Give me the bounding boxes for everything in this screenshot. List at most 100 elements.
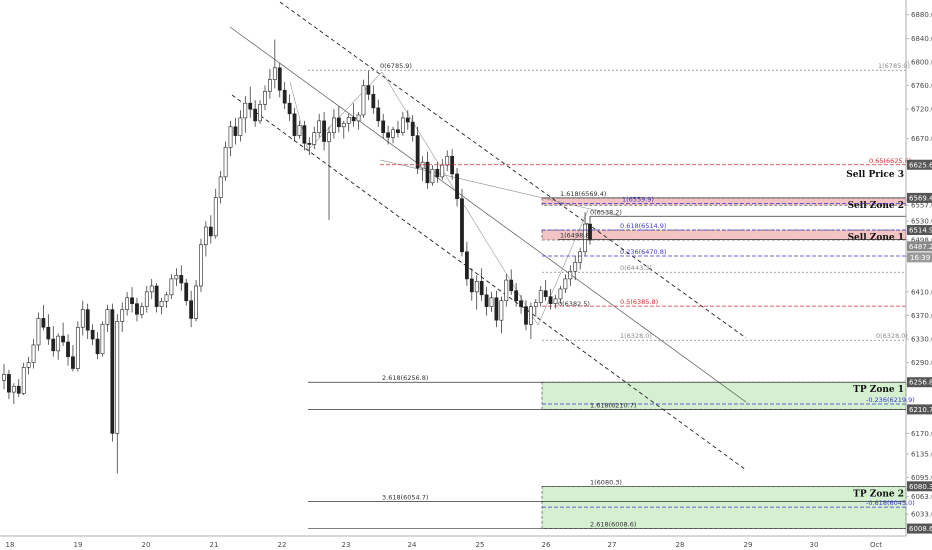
candle — [405, 110, 410, 130]
candle — [243, 96, 248, 133]
candle-body — [440, 164, 445, 178]
candle-body — [253, 108, 258, 122]
candle — [445, 150, 450, 172]
candle — [474, 275, 479, 310]
candle-body — [66, 341, 70, 358]
candle — [105, 304, 110, 332]
candle — [499, 296, 504, 334]
x-tick-label: 25 — [476, 541, 485, 549]
candle — [464, 241, 469, 286]
candle — [228, 120, 233, 157]
candle — [494, 290, 499, 328]
x-tick-label: 30 — [810, 541, 819, 549]
candle-body — [277, 67, 282, 91]
candle — [400, 112, 405, 136]
x-tick-label: 18 — [6, 541, 15, 549]
candle — [509, 269, 514, 295]
fib-label: 0(6443.3) — [620, 264, 652, 272]
candle — [489, 291, 494, 312]
y-tick-label: 6170.0 — [911, 430, 932, 438]
price-badge — [907, 241, 932, 252]
fib-label: 0(6382.5) — [558, 300, 590, 308]
candle-body — [519, 300, 523, 307]
candle — [327, 126, 331, 220]
candle-body — [36, 318, 41, 346]
candle — [41, 304, 46, 331]
candle-body — [312, 132, 317, 145]
candle-body — [223, 147, 228, 178]
y-tick-label: 6557.0 — [911, 202, 932, 210]
candle — [159, 297, 164, 315]
fib-label: 0(6785.9) — [380, 62, 412, 70]
candle — [277, 63, 282, 98]
x-tick-label: 29 — [744, 541, 753, 549]
x-tick-label: 26 — [542, 541, 551, 549]
candle — [139, 302, 144, 319]
candle — [533, 298, 538, 317]
candle — [460, 188, 464, 257]
candle-body — [381, 120, 386, 133]
candle-body — [7, 374, 11, 393]
candle — [115, 314, 120, 474]
candle-body — [287, 102, 292, 115]
x-tick-label: 28 — [676, 541, 685, 549]
candle-body — [332, 117, 336, 133]
candle-body — [415, 135, 420, 169]
candle — [341, 120, 346, 139]
candle — [66, 334, 70, 366]
candle — [16, 379, 21, 397]
candle-body — [26, 362, 31, 368]
candle — [440, 159, 445, 180]
channel-upper-line — [279, 1, 747, 339]
candle — [31, 339, 36, 369]
candle — [415, 126, 420, 174]
candle-body — [135, 303, 139, 315]
x-tick-label: 19 — [74, 541, 83, 549]
candle — [346, 113, 351, 132]
candle — [514, 283, 519, 307]
candle — [36, 312, 41, 351]
candle — [381, 113, 386, 139]
candle — [213, 188, 218, 239]
price-badge-text: 6625.6 — [909, 161, 932, 169]
candle-body — [120, 309, 125, 322]
fib-label: 0.65(6625.6) — [869, 157, 911, 165]
candle — [11, 383, 16, 404]
candle-body — [46, 326, 51, 340]
fib-label: 0.236(6470.8) — [620, 248, 666, 256]
y-tick-label: 6370.0 — [911, 312, 932, 320]
candle-body — [95, 338, 100, 355]
fib-label: -0.618(6045.0) — [866, 499, 915, 507]
candle-body — [125, 297, 130, 310]
candle-body — [71, 356, 75, 369]
candle-body — [391, 129, 395, 138]
candle-body — [105, 309, 110, 325]
candle-body — [110, 309, 115, 434]
fib-label: 2.618(6008.6) — [590, 521, 636, 529]
fib-label: 2.618(6256.8) — [382, 374, 428, 382]
candle-body — [341, 122, 346, 128]
candle — [563, 274, 568, 294]
candle-body — [376, 107, 381, 122]
candle-body — [297, 125, 302, 136]
candle — [322, 112, 326, 151]
x-tick-label: Oct — [870, 541, 882, 549]
candle — [573, 256, 578, 281]
candle-body — [514, 290, 519, 302]
candle-body — [258, 104, 262, 122]
candle-body — [307, 142, 312, 145]
price-badge — [907, 159, 932, 170]
fib-label: 1(6080.3) — [590, 478, 622, 486]
candle-body — [322, 120, 326, 142]
candle — [61, 322, 65, 347]
candle — [302, 120, 307, 151]
candle-body — [149, 285, 154, 293]
trendline-mid — [229, 26, 747, 403]
candle-body — [533, 302, 538, 307]
candle — [7, 369, 11, 400]
candle-body — [164, 294, 169, 302]
fib-label: 1(6498.8) — [560, 232, 592, 240]
y-tick-label: 6033.0 — [911, 511, 932, 519]
candle — [376, 99, 381, 127]
